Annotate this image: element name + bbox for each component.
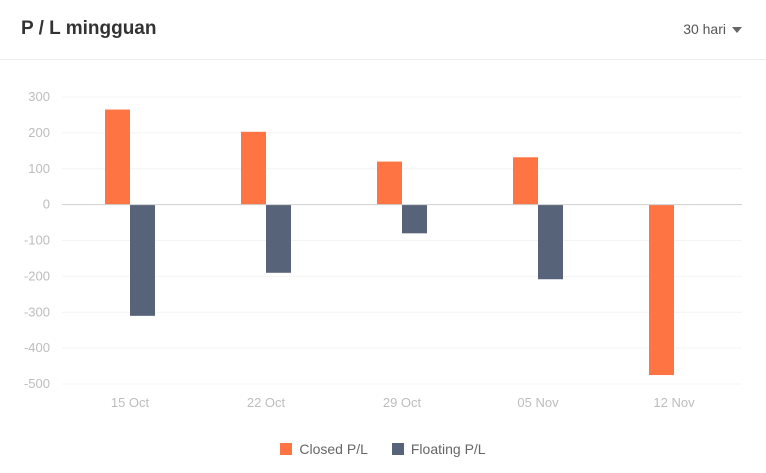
bar-floating[interactable] [538, 204, 563, 280]
y-tick-label: -100 [24, 233, 50, 248]
y-axis-ticks: 300 200 100 0 -100 -200 -300 -400 -500 [24, 89, 50, 391]
legend-item-closed[interactable]: Closed P/L [280, 441, 368, 457]
bar-closed[interactable] [105, 109, 130, 205]
bar-floating[interactable] [266, 204, 291, 273]
legend-item-floating[interactable]: Floating P/L [391, 441, 486, 457]
y-tick-label: -500 [24, 376, 50, 391]
y-tick-label: 100 [28, 161, 50, 176]
time-range-dropdown[interactable]: 30 hari [683, 21, 742, 37]
legend-swatch-closed [280, 443, 293, 455]
x-tick-label: 22 Oct [247, 395, 286, 410]
x-tick-label: 29 Oct [383, 395, 422, 410]
x-tick-label: 15 Oct [111, 395, 150, 410]
y-tick-label: -300 [24, 304, 50, 319]
bar-closed[interactable] [377, 161, 402, 205]
y-tick-label: 200 [28, 125, 50, 140]
bar-closed[interactable] [241, 131, 266, 205]
bar-floating[interactable] [130, 204, 155, 316]
bar-closed[interactable] [649, 204, 674, 376]
legend-label-floating: Floating P/L [410, 441, 486, 457]
time-range-label: 30 hari [683, 21, 726, 37]
y-tick-label: -400 [24, 340, 50, 355]
legend-swatch-floating [391, 443, 404, 455]
card-header: P / L mingguan 30 hari [0, 0, 766, 60]
bar-closed[interactable] [513, 157, 538, 205]
y-tick-label: 0 [43, 197, 50, 212]
grid-lines [62, 96, 742, 385]
x-axis-ticks: 15 Oct 22 Oct 29 Oct 05 Nov 12 Nov [111, 395, 695, 410]
y-tick-label: 300 [28, 89, 50, 104]
bars [105, 109, 674, 376]
x-tick-label: 05 Nov [517, 395, 559, 410]
x-tick-label: 12 Nov [653, 395, 695, 410]
bar-floating[interactable] [402, 204, 427, 234]
caret-down-icon [732, 26, 742, 33]
legend-label-closed: Closed P/L [299, 441, 368, 457]
chart-title: P / L mingguan [21, 18, 157, 39]
weekly-pl-chart: 300 200 100 0 -100 -200 -300 -400 -500 15 Oct 22 … [24, 89, 742, 410]
chart-legend: Closed P/L Floating P/L [0, 441, 766, 457]
y-tick-label: -200 [24, 268, 50, 283]
